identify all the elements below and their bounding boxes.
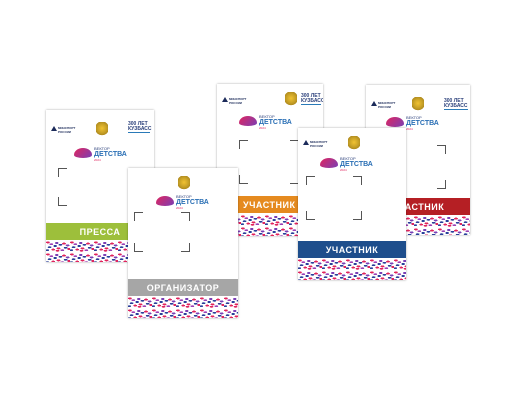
event-swoosh-icon	[156, 196, 174, 206]
role-band: ПРЕССА	[46, 223, 154, 240]
event-logo: ВЕКТОР ДЕТСТВА 2024	[386, 113, 446, 133]
confetti-pattern	[217, 214, 323, 236]
photo-frame	[134, 212, 190, 252]
event-swoosh-icon	[239, 116, 257, 126]
event-logo: ВЕКТОР ДЕТСТВА 2024	[156, 192, 216, 212]
anniversary-logo: 300 ЛЕТ КУЗБАСС	[128, 121, 152, 133]
event-logo: ВЕКТОР ДЕТСТВА 2024	[239, 112, 299, 132]
event-swoosh-icon	[320, 158, 338, 168]
role-band: УЧАСТНИК	[298, 241, 406, 258]
coat-of-arms-emblem	[412, 97, 424, 111]
confetti-pattern	[46, 240, 154, 262]
coat-of-arms-emblem	[348, 136, 360, 150]
badge-participant-blue: МИНСПОРТ РОССИИ ВЕКТОР ДЕТСТВА 2024 УЧАС…	[298, 128, 406, 280]
event-logo: ВЕКТОР ДЕТСТВА 2024	[74, 144, 134, 164]
coat-of-arms-emblem	[178, 176, 190, 190]
event-logo: ВЕКТОР ДЕТСТВА 2024	[320, 154, 380, 174]
confetti-pattern	[128, 296, 238, 318]
photo-frame	[306, 176, 362, 220]
anniversary-logo: 300 ЛЕТ КУЗБАСС	[444, 98, 468, 110]
anniversary-logo: 300 ЛЕТ КУЗБАСС	[301, 93, 323, 105]
event-swoosh-icon	[74, 148, 92, 158]
role-band: ОРГАНИЗАТОР	[128, 279, 238, 296]
role-band: УЧАСТНИК	[217, 196, 323, 213]
event-swoosh-icon	[386, 117, 404, 127]
badge-organizer: ВЕКТОР ДЕТСТВА 2024 ОРГАНИЗАТОР	[128, 168, 238, 318]
photo-frame	[239, 140, 299, 184]
confetti-pattern	[298, 258, 406, 280]
coat-of-arms-emblem	[285, 92, 297, 106]
coat-of-arms-emblem	[96, 122, 108, 136]
